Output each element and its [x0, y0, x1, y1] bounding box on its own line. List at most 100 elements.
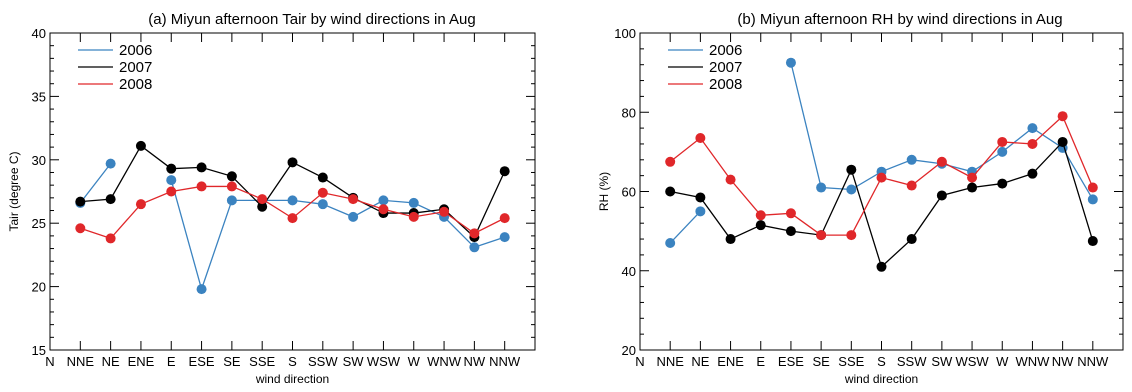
data-point [105, 158, 116, 169]
data-point [378, 204, 389, 215]
data-point [936, 190, 947, 201]
data-point [725, 174, 736, 185]
x-axis-label: wind direction [844, 372, 918, 386]
x-tick-label: NNW [1077, 354, 1109, 369]
data-point [846, 164, 857, 175]
x-tick-label: SW [343, 354, 365, 369]
data-point [1087, 182, 1098, 193]
data-point [317, 172, 328, 183]
data-point [105, 194, 116, 205]
x-tick-label: E [167, 354, 176, 369]
series-line [170, 179, 505, 292]
x-tick-label: SE [812, 354, 830, 369]
data-point [166, 163, 177, 174]
data-point [196, 181, 207, 192]
x-tick-label: WNW [427, 354, 462, 369]
data-point [997, 146, 1008, 157]
data-point [1057, 111, 1068, 122]
data-point [967, 182, 978, 193]
x-tick-label: SW [931, 354, 953, 369]
data-point [997, 178, 1008, 189]
series-2007 [665, 136, 1098, 272]
data-point [695, 206, 706, 217]
data-point [499, 232, 510, 243]
x-tick-label: WSW [955, 354, 989, 369]
data-point [75, 196, 86, 207]
data-point [876, 172, 887, 183]
data-point [75, 223, 86, 234]
x-axis-label: wind direction [255, 372, 329, 386]
x-tick-label: ESE [189, 354, 215, 369]
y-tick-label: 100 [614, 26, 636, 41]
y-tick-label: 40 [622, 264, 636, 279]
data-point [287, 195, 298, 206]
x-tick-label: W [996, 354, 1009, 369]
y-tick-label: 40 [32, 26, 46, 41]
data-point [906, 154, 917, 165]
y-tick-label: 20 [32, 280, 46, 295]
data-point [1087, 194, 1098, 205]
data-point [439, 206, 450, 217]
x-tick-label: NE [102, 354, 120, 369]
x-tick-label: N [635, 354, 644, 369]
data-point [846, 230, 857, 241]
data-point [226, 181, 237, 192]
x-tick-label: S [877, 354, 886, 369]
y-tick-label: 60 [622, 185, 636, 200]
y-tick-label: 20 [622, 343, 636, 358]
data-point [725, 234, 736, 245]
series-line [79, 163, 112, 204]
data-point [755, 220, 766, 231]
x-tick-label: SSW [897, 354, 927, 369]
legend-label: 2006 [119, 42, 152, 59]
chart-title: (b) Miyun afternoon RH by wind direction… [737, 11, 1062, 28]
data-point [1057, 136, 1068, 147]
data-point [408, 211, 419, 222]
data-point [906, 180, 917, 191]
data-point [695, 133, 706, 144]
data-point [166, 175, 177, 186]
data-point [317, 187, 328, 198]
x-tick-label: NW [1052, 354, 1074, 369]
data-point [785, 208, 796, 219]
data-point [408, 197, 419, 208]
x-tick-label: S [288, 354, 297, 369]
data-point [1027, 168, 1038, 179]
data-point [785, 57, 796, 68]
chart-panel-b: (b) Miyun afternoon RH by wind direction… [597, 11, 1124, 386]
legend-label: 2007 [119, 59, 152, 76]
data-point [967, 172, 978, 183]
series-line [790, 62, 1094, 200]
data-point [695, 192, 706, 203]
data-point [257, 194, 268, 205]
x-tick-label: NE [691, 354, 709, 369]
y-tick-label: 80 [622, 105, 636, 120]
series-line [670, 140, 1094, 268]
x-tick-label: SSE [838, 354, 864, 369]
x-tick-label: WNW [1015, 354, 1050, 369]
series-2007 [75, 140, 510, 243]
data-point [135, 140, 146, 151]
data-point [226, 195, 237, 206]
data-point [317, 199, 328, 210]
x-tick-label: NW [464, 354, 486, 369]
data-point [665, 156, 676, 167]
series-2006 [75, 158, 510, 295]
data-point [816, 230, 827, 241]
series-line [669, 210, 701, 244]
x-tick-label: NNE [656, 354, 684, 369]
data-point [257, 201, 268, 212]
data-point [1027, 123, 1038, 134]
data-point [226, 171, 237, 182]
data-point [665, 238, 676, 249]
chart-title: (a) Miyun afternoon Tair by wind directi… [148, 11, 475, 28]
data-point [997, 136, 1008, 147]
data-point [936, 156, 947, 167]
series-2008 [75, 181, 510, 244]
data-point [665, 186, 676, 197]
series-2008 [665, 111, 1098, 241]
legend-label: 2007 [709, 59, 742, 76]
legend-label: 2008 [709, 76, 742, 93]
